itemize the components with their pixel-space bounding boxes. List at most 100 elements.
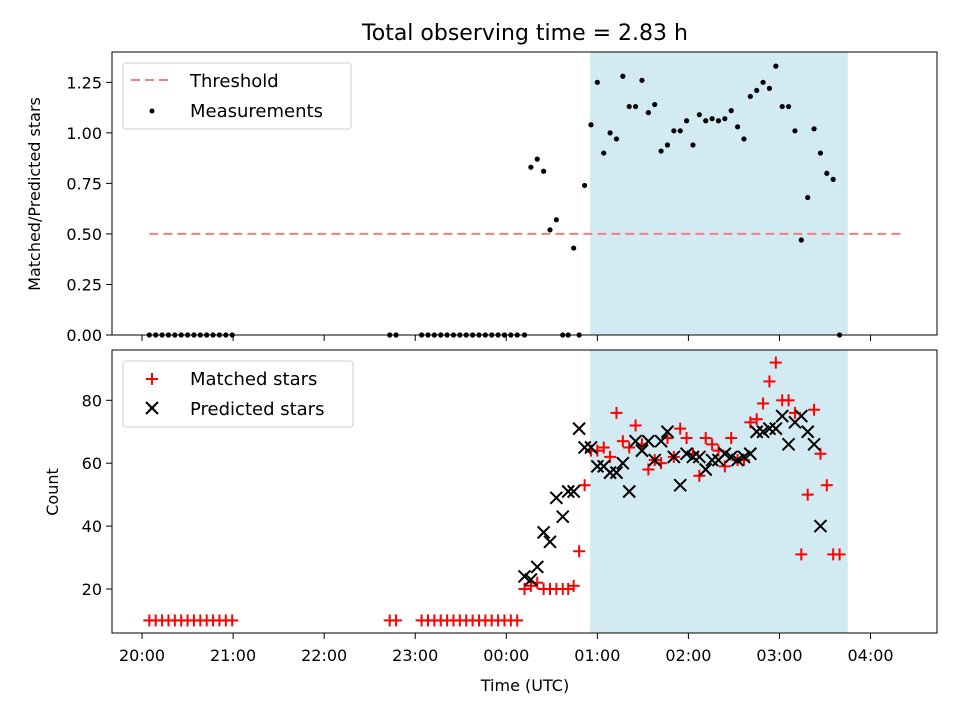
predicted-star-point bbox=[660, 425, 675, 439]
predicted-star-point bbox=[572, 421, 586, 436]
predicted-star-point bbox=[705, 453, 719, 467]
matched-star-point bbox=[578, 479, 591, 492]
matched-star-point bbox=[674, 422, 687, 435]
matched-star-point bbox=[629, 419, 642, 432]
x-tick-label: 22:00 bbox=[301, 646, 347, 665]
bottom-y-axis: 20 40 60 80 bbox=[82, 391, 112, 599]
predicted-star-point bbox=[609, 465, 624, 480]
bottom-y-tick-label: 40 bbox=[82, 517, 102, 536]
predicted-star-point bbox=[813, 519, 828, 533]
bottom-x-axis: 20:00 21:00 22:00 23:00 00:00 01:00 02:00 03:00… bbox=[119, 633, 894, 665]
measurement-point bbox=[607, 130, 613, 136]
matched-star-point bbox=[750, 413, 763, 426]
matched-star-point bbox=[226, 614, 239, 627]
measurement-point bbox=[760, 79, 766, 85]
predicted-star-point bbox=[530, 560, 544, 574]
measurement-points bbox=[146, 63, 843, 338]
predicted-star-point bbox=[635, 443, 649, 458]
top-y-tick-label: 0.25 bbox=[66, 275, 102, 294]
measurement-point bbox=[677, 128, 683, 134]
matched-star-point bbox=[573, 545, 586, 558]
matched-star-point bbox=[693, 469, 706, 482]
predicted-star-point bbox=[718, 447, 732, 461]
matched-star-point bbox=[763, 375, 776, 388]
measurement-point bbox=[639, 77, 645, 83]
predicted-star-point bbox=[800, 425, 815, 439]
predicted-star-point bbox=[737, 450, 751, 464]
top-y-axis-label: Matched/Predicted stars bbox=[25, 97, 44, 291]
x-tick-label: 04:00 bbox=[847, 646, 893, 665]
matched-star-point bbox=[699, 432, 712, 445]
predicted-star-point bbox=[549, 491, 564, 505]
matched-star-point bbox=[511, 614, 524, 627]
predicted-star-point bbox=[577, 440, 592, 455]
top-x-ticks bbox=[141, 335, 872, 341]
measurement-point bbox=[754, 87, 760, 94]
matched-star-point bbox=[820, 479, 833, 492]
x-tick-label: 02:00 bbox=[665, 646, 711, 665]
measurement-point bbox=[645, 110, 651, 116]
matched-star-point bbox=[757, 397, 770, 410]
legend-measurements-label: Measurements bbox=[190, 101, 323, 122]
x-tick-label: 21:00 bbox=[210, 646, 256, 665]
matched-star-point bbox=[769, 356, 782, 369]
top-legend-box bbox=[122, 62, 352, 130]
matched-star-point bbox=[833, 548, 846, 561]
bottom-legend-box bbox=[122, 360, 354, 428]
predicted-star-point bbox=[673, 478, 687, 492]
predicted-star-point bbox=[679, 447, 694, 461]
top-y-tick-label: 1.25 bbox=[66, 73, 102, 92]
predicted-star-point bbox=[603, 465, 617, 480]
predicted-star-point bbox=[699, 462, 713, 477]
predicted-star-point bbox=[622, 484, 636, 499]
measurement-point bbox=[581, 182, 588, 189]
measurement-point bbox=[613, 136, 620, 142]
predicted-star-point bbox=[590, 459, 605, 474]
matched-star-point bbox=[616, 435, 629, 448]
measurement-point bbox=[664, 142, 671, 148]
top-observing-window bbox=[590, 52, 848, 335]
measurement-point bbox=[528, 164, 534, 170]
matched-star-point bbox=[801, 488, 814, 501]
measurement-point bbox=[632, 103, 639, 110]
measurement-point bbox=[798, 237, 804, 243]
predicted-star-point bbox=[775, 409, 789, 423]
legend-threshold-label: Threshold bbox=[189, 71, 279, 92]
measurement-point bbox=[620, 73, 626, 79]
measurement-point bbox=[722, 116, 728, 122]
top-y-tick-label: 0.75 bbox=[66, 174, 102, 193]
measurement-point bbox=[824, 170, 830, 176]
measurement-point bbox=[696, 112, 702, 118]
measurement-point bbox=[652, 101, 658, 108]
matched-star-point bbox=[562, 582, 575, 595]
measurement-point bbox=[792, 128, 798, 134]
measurement-point bbox=[658, 148, 664, 154]
measurement-point bbox=[588, 122, 594, 128]
legend-measurements-swatch bbox=[149, 108, 155, 114]
top-legend: Threshold Measurements bbox=[122, 62, 352, 130]
predicted-star-point bbox=[667, 450, 681, 464]
predicted-star-point bbox=[756, 425, 770, 439]
predicted-star-point bbox=[543, 535, 557, 549]
predicted-star-point bbox=[807, 437, 821, 452]
matched-star-point bbox=[706, 438, 719, 451]
top-y-tick-label: 0.00 bbox=[66, 326, 102, 345]
bottom-plot-frame bbox=[111, 349, 938, 634]
top-y-tick-label: 0.50 bbox=[66, 225, 102, 244]
measurement-point bbox=[734, 124, 741, 130]
measurement-point bbox=[747, 93, 753, 100]
legend-matched-label: Matched stars bbox=[190, 369, 317, 390]
predicted-star-point bbox=[769, 421, 783, 436]
bottom-observing-window bbox=[590, 350, 848, 633]
predicted-star-point bbox=[517, 569, 532, 584]
measurement-point bbox=[741, 136, 747, 142]
chart-title: Total observing time = 2.83 h bbox=[361, 21, 688, 46]
matched-star-point bbox=[725, 432, 738, 445]
measurement-point bbox=[534, 156, 540, 162]
measurement-point bbox=[785, 103, 792, 110]
top-y-tick-label: 1.00 bbox=[66, 124, 102, 143]
predicted-star-point bbox=[628, 434, 643, 448]
bottom-panel: 20 40 60 80 20:00 21:00 22:00 23:00 00:00 01:00 0… bbox=[43, 349, 938, 695]
measurement-point bbox=[690, 142, 696, 148]
predicted-star-point bbox=[641, 434, 656, 448]
